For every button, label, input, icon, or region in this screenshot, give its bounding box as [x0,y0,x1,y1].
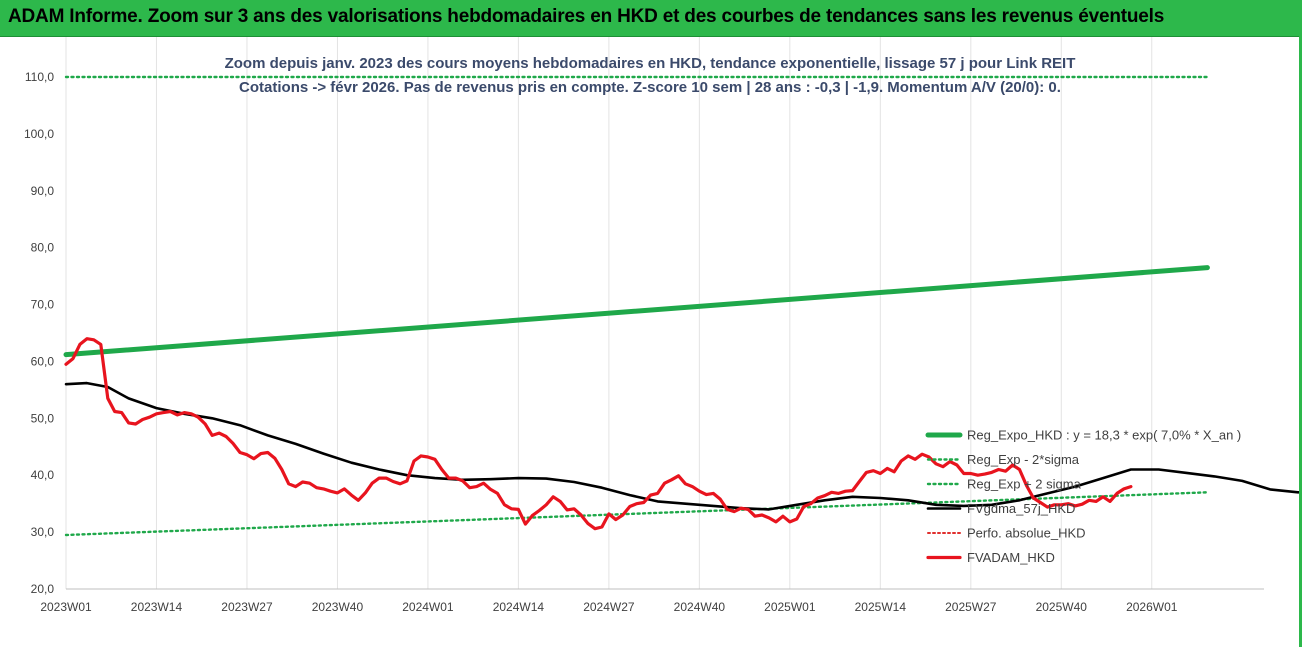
x-tick-label: 2025W40 [1036,600,1088,614]
x-tick-label: 2024W27 [583,600,635,614]
y-tick-label: 110,0 [25,70,54,84]
x-tick-label: 2023W27 [221,600,273,614]
x-tick-label: 2023W40 [312,600,364,614]
y-tick-label: 50,0 [31,411,55,425]
chart-title-line-2: Cotations -> févr 2026. Pas de revenus p… [239,79,1061,96]
y-tick-label: 80,0 [31,241,55,255]
x-tick-label: 2024W40 [674,600,726,614]
series-line-3 [64,381,1302,511]
x-tick-label: 2024W14 [493,600,545,614]
legend-label: Reg_Exp + 2 sigma [967,477,1082,492]
x-tick-label: 2025W27 [945,600,997,614]
series-line-0 [63,265,1210,358]
y-tick-label: 100,0 [24,127,54,141]
series-line-5 [64,337,1133,531]
axis-layer: 2023W01 2023W14 2023W27 2023W40 2024W01 2024W… [24,70,1264,614]
page-title: ADAM Informe. Zoom sur 3 ans des valoris… [8,6,1165,27]
legend-label: FVgdma_57j_HKD [967,501,1075,516]
series-layer [63,75,1302,537]
legend-label: Reg_Expo_HKD : y = 18,3 * exp( 7,0% * X_… [967,428,1241,443]
x-tick-label: 2026W01 [1126,600,1178,614]
y-tick-label: 30,0 [31,525,55,539]
y-tick-label: 40,0 [31,468,55,482]
grid-layer [65,37,1153,589]
y-tick-label: 90,0 [31,184,55,198]
y-tick-label: 70,0 [31,298,55,312]
x-tick-label: 2025W01 [764,600,816,614]
legend-label: Perfo. absolue_HKD [967,526,1086,541]
legend-label: FVADAM_HKD [967,550,1055,565]
x-tick-label: 2023W14 [131,600,183,614]
legend: Reg_Expo_HKD : y = 18,3 * exp( 7,0% * X_… [925,428,1241,565]
legend-label: Reg_Exp - 2*sigma [967,452,1080,467]
y-tick-label: 20,0 [31,582,55,596]
x-tick-label: 2024W01 [402,600,454,614]
chart-title-line-1: Zoom depuis janv. 2023 des cours moyens … [224,55,1076,72]
y-tick-label: 60,0 [31,354,55,368]
chart-title: Zoom depuis janv. 2023 des cours moyens … [200,52,1100,100]
title-banner: ADAM Informe. Zoom sur 3 ans des valoris… [0,0,1302,37]
frame-right-border [1299,36,1302,647]
x-tick-label: 2025W14 [855,600,907,614]
x-tick-label: 2023W01 [40,600,92,614]
